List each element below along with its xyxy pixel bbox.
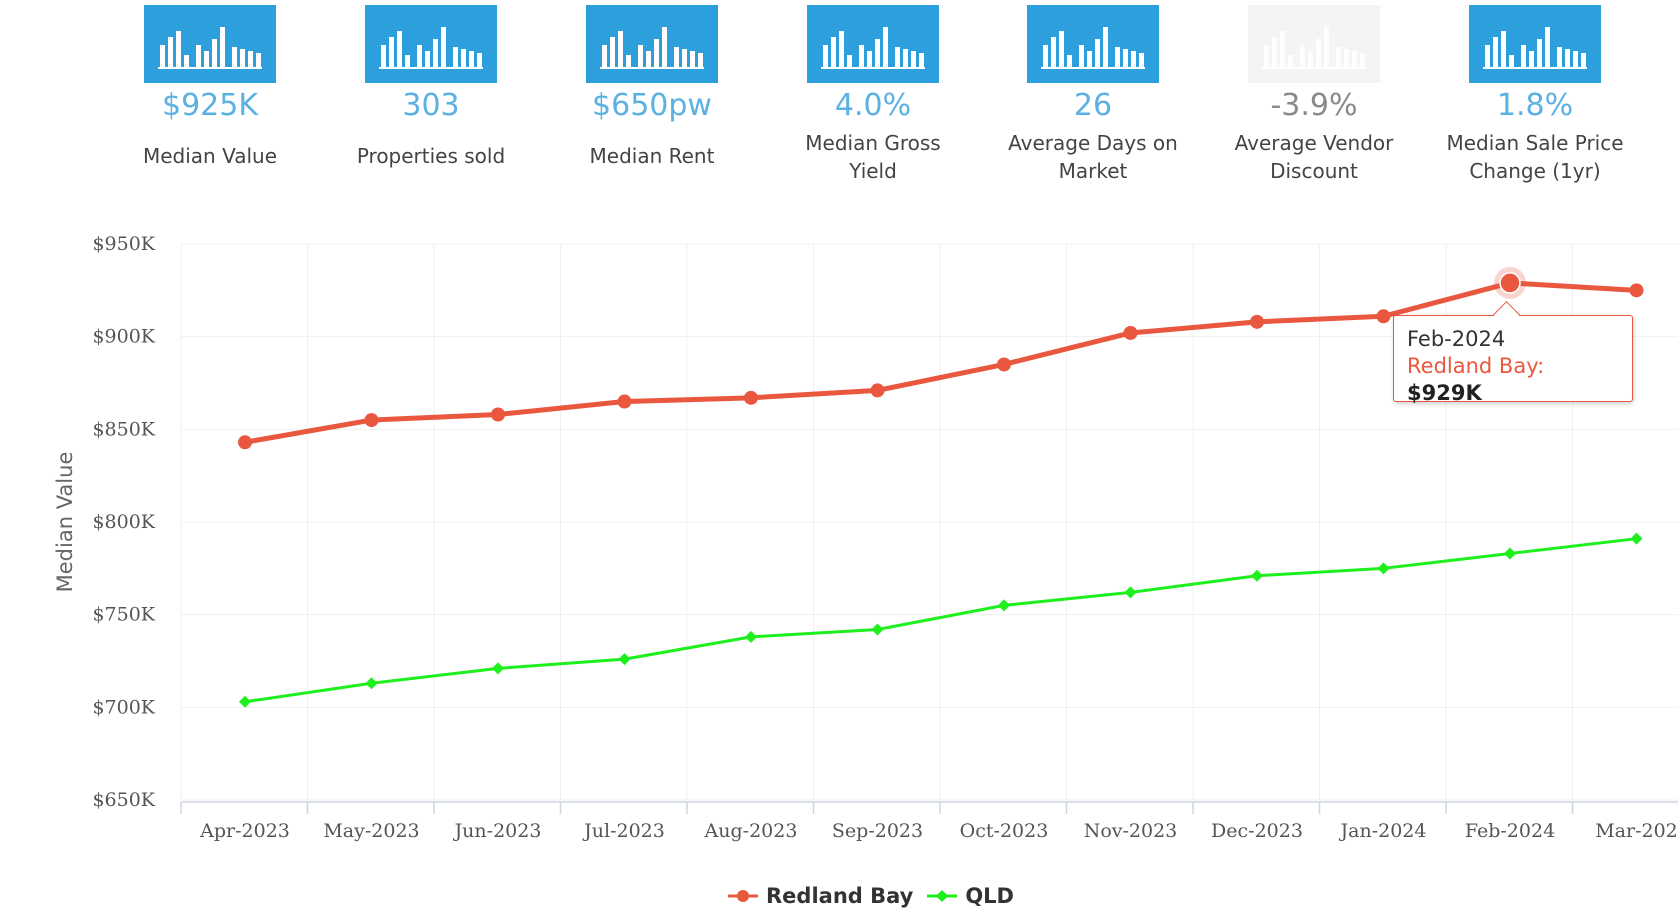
y-tick-label: $700K	[92, 696, 155, 718]
y-tick-label: $800K	[92, 511, 155, 533]
x-tick-label: Dec-2023	[1211, 820, 1303, 842]
legend-item-qld[interactable]: QLD	[927, 884, 1014, 908]
data-point[interactable]	[617, 394, 632, 409]
stat-label-line: Median Sale Price	[1446, 131, 1624, 155]
stat-label-line: Change (1yr)	[1469, 159, 1601, 183]
legend-label-qld: QLD	[965, 884, 1014, 908]
stat-label-line: Properties sold	[356, 144, 506, 168]
stat-label: Average Days on Market	[983, 129, 1203, 185]
stat-value: $925K	[161, 88, 259, 123]
tooltip-series: Redland Bay	[1407, 354, 1538, 378]
y-tick-label: $750K	[92, 604, 155, 626]
bar-chart-icon	[1248, 5, 1380, 83]
x-tick-label: Feb-2024	[1465, 820, 1555, 842]
tooltip-value: $929K	[1407, 381, 1482, 405]
x-tick-label: Mar-202	[1595, 820, 1678, 842]
bar-chart-icon	[807, 5, 939, 83]
stat-card: 4.0% Median Gross Yield	[763, 0, 983, 185]
y-axis-title: Median Value	[53, 452, 77, 593]
data-point[interactable]	[998, 599, 1010, 612]
y-tick-label: $900K	[92, 326, 155, 348]
x-tick-label: May-2023	[323, 820, 419, 842]
x-tick-label: Apr-2023	[199, 820, 290, 842]
stat-label-line: Average Days on	[1008, 131, 1178, 155]
data-point-hovered[interactable]	[1499, 272, 1521, 294]
stat-label: Median Rent	[542, 142, 762, 170]
data-point[interactable]	[1124, 586, 1137, 599]
data-point[interactable]	[1630, 532, 1643, 545]
stat-label-line: Market	[1058, 159, 1128, 183]
data-point[interactable]	[997, 357, 1011, 372]
stat-label: Median Gross Yield	[763, 129, 983, 185]
stat-value: 4.0%	[834, 88, 912, 123]
y-tick-label: $850K	[92, 418, 155, 440]
x-tick-label: Jun-2023	[453, 820, 542, 842]
bar-chart-icon	[586, 5, 718, 83]
tooltip-date: Feb-2024	[1407, 327, 1506, 351]
bar-chart-icon	[1027, 5, 1159, 83]
stat-value: 303	[402, 88, 460, 123]
legend-diamond-marker-icon	[927, 890, 958, 902]
data-point[interactable]	[744, 390, 758, 405]
y-tick-label: $650K	[92, 789, 155, 811]
data-point[interactable]	[1629, 283, 1644, 298]
data-point[interactable]	[870, 383, 885, 398]
stat-label: Average Vendor Discount	[1204, 129, 1424, 185]
stat-label-line: Discount	[1270, 159, 1358, 183]
stat-value: $650pw	[592, 88, 712, 123]
chart-tooltip: Feb-2024 Redland Bay: $929K	[1393, 301, 1633, 405]
stat-card: $650pw Median Rent	[542, 0, 762, 170]
x-tick-label: Oct-2023	[960, 820, 1049, 842]
stat-label-line: Median Value	[142, 144, 278, 168]
data-point[interactable]	[492, 662, 504, 675]
stat-card: 1.8% Median Sale Price Change (1yr)	[1425, 0, 1645, 185]
legend-label-redland-bay: Redland Bay	[766, 884, 914, 908]
x-tick-label: Aug-2023	[704, 820, 798, 842]
stat-value: -3.9%	[1270, 88, 1358, 123]
bar-chart-icon	[365, 5, 497, 83]
stat-label-line: Average Vendor	[1234, 131, 1394, 155]
bar-chart-icon	[1469, 5, 1601, 83]
y-tick-label: $950K	[92, 233, 155, 255]
data-point[interactable]	[1250, 314, 1264, 329]
stat-card: 26 Average Days on Market	[983, 0, 1203, 185]
stat-label-line: Median Gross	[805, 131, 941, 155]
data-point[interactable]	[491, 407, 505, 422]
data-point[interactable]	[1376, 309, 1391, 324]
stat-value: 26	[1073, 88, 1113, 123]
data-point[interactable]	[1251, 569, 1263, 582]
data-point[interactable]	[745, 630, 757, 643]
series-line-redland-bay	[244, 280, 1637, 445]
stat-value: 1.8%	[1496, 88, 1574, 123]
data-point[interactable]	[1123, 325, 1138, 340]
stat-label: Median Sale Price Change (1yr)	[1425, 129, 1645, 185]
data-point[interactable]	[1377, 562, 1390, 575]
stat-card: $925K Median Value	[100, 0, 320, 170]
x-tick-label: Jan-2024	[1339, 820, 1427, 842]
data-point[interactable]	[365, 677, 378, 690]
stat-card: -3.9% Average Vendor Discount	[1204, 0, 1424, 185]
x-tick-label: Sep-2023	[832, 820, 923, 842]
data-point[interactable]	[239, 695, 251, 708]
bar-chart-icon	[144, 5, 276, 83]
data-point[interactable]	[1504, 547, 1516, 560]
stat-label-line: Median Rent	[589, 144, 715, 168]
x-tick-label: Jul-2023	[582, 820, 665, 842]
x-tick-label: Nov-2023	[1084, 820, 1178, 842]
line-chart: $650K $700K $750K $800K $850K $900K $950K Apr-2…	[53, 233, 1678, 842]
data-point[interactable]	[364, 413, 379, 428]
stat-label: Properties sold	[321, 142, 541, 170]
stats-panel: $925K Median Value 303 Properties sold $650p…	[0, 0, 1678, 190]
data-point[interactable]	[871, 623, 884, 636]
series-line-qld	[244, 537, 1637, 704]
legend-item-redland-bay[interactable]: Redland Bay	[728, 884, 913, 908]
chart-legend: Redland Bay QLD	[728, 880, 1028, 912]
data-point[interactable]	[238, 435, 252, 450]
stat-card: 303 Properties sold	[321, 0, 541, 170]
stat-label-line: Yield	[849, 159, 897, 183]
stat-label: Median Value	[100, 142, 320, 170]
legend-circle-marker-icon	[728, 890, 758, 902]
data-point[interactable]	[618, 653, 631, 666]
